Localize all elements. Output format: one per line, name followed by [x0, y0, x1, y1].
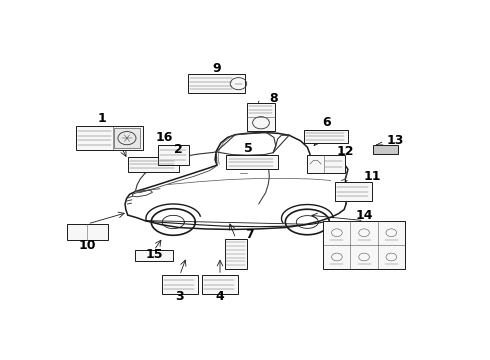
Text: 13: 13 — [387, 134, 404, 147]
Text: 12: 12 — [337, 145, 354, 158]
Text: 8: 8 — [269, 92, 277, 105]
FancyBboxPatch shape — [135, 250, 172, 261]
Text: 15: 15 — [145, 248, 163, 261]
FancyBboxPatch shape — [76, 126, 143, 150]
FancyBboxPatch shape — [335, 183, 372, 201]
Text: 2: 2 — [174, 143, 183, 157]
Text: 5: 5 — [244, 142, 253, 155]
FancyBboxPatch shape — [67, 224, 108, 240]
FancyBboxPatch shape — [247, 103, 275, 131]
FancyBboxPatch shape — [304, 130, 348, 143]
FancyBboxPatch shape — [158, 145, 189, 165]
Text: 6: 6 — [322, 116, 331, 129]
Text: 16: 16 — [155, 131, 172, 144]
FancyBboxPatch shape — [162, 275, 198, 294]
FancyBboxPatch shape — [202, 275, 238, 294]
FancyBboxPatch shape — [224, 239, 247, 269]
FancyBboxPatch shape — [323, 221, 405, 269]
Text: 9: 9 — [212, 62, 221, 75]
Text: 11: 11 — [363, 170, 381, 183]
Text: 3: 3 — [175, 290, 184, 303]
Text: 10: 10 — [79, 239, 96, 252]
Text: 1: 1 — [98, 112, 107, 125]
FancyBboxPatch shape — [189, 74, 245, 93]
FancyBboxPatch shape — [372, 145, 398, 154]
Text: 14: 14 — [355, 209, 373, 222]
Text: 7: 7 — [245, 228, 254, 241]
FancyBboxPatch shape — [226, 156, 278, 169]
Text: 4: 4 — [216, 290, 224, 303]
FancyBboxPatch shape — [128, 157, 179, 172]
FancyBboxPatch shape — [307, 155, 344, 174]
FancyBboxPatch shape — [114, 128, 140, 148]
